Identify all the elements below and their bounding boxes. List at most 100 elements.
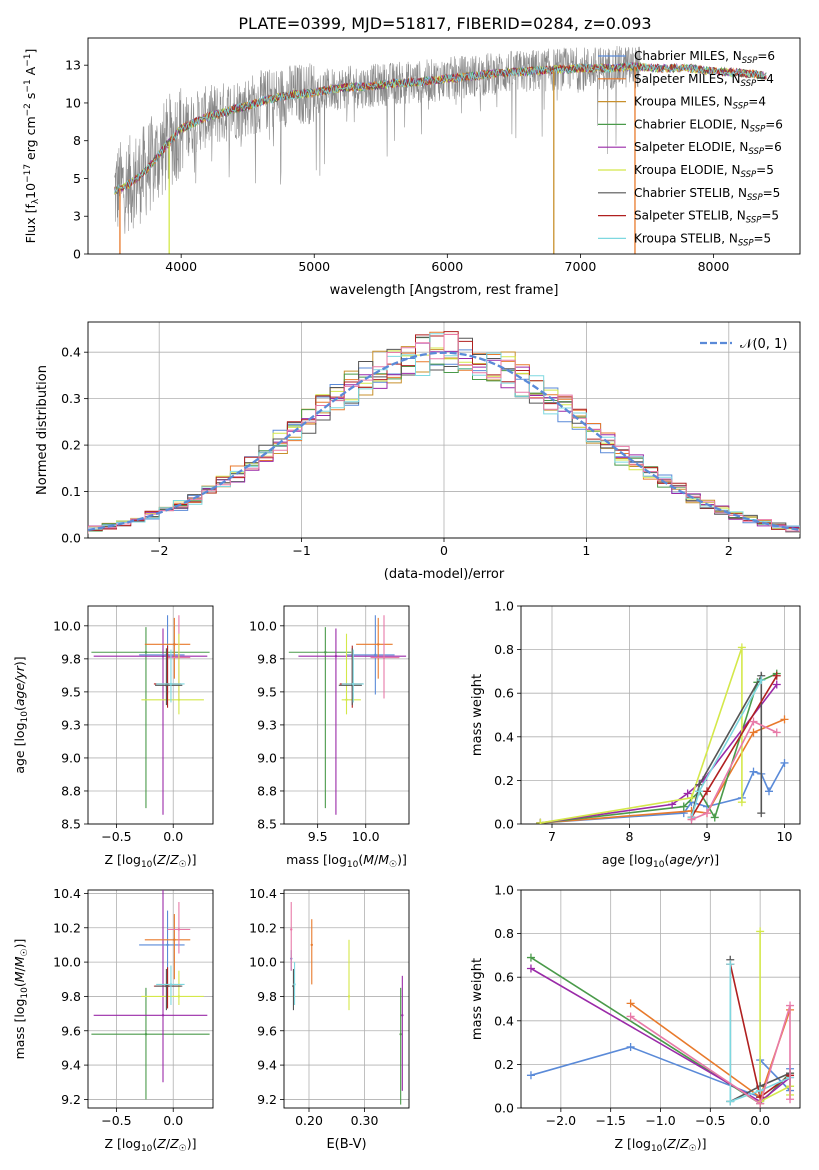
axis-label-part: )] [697, 1136, 707, 1151]
weight-marker [786, 1095, 795, 1104]
y-tick-label: 10 [65, 95, 81, 110]
data-point [161, 1014, 165, 1017]
weight-marker [772, 728, 781, 737]
axis-label: age [log10(age/yr)] [12, 656, 30, 773]
weight-marker [683, 789, 692, 798]
x-tick-label: −0.5 [101, 1113, 131, 1128]
axis-label-part: Z [log [104, 1136, 140, 1151]
x-tick-label: −2 [150, 543, 168, 558]
plot-frame [520, 889, 801, 1109]
legend-entry: Chabrier ELODIE, NSSP=6 [634, 117, 783, 134]
y-tick-label: 9.8 [61, 651, 81, 666]
axis-label-part: age/yr [669, 852, 710, 867]
y-tick-label: 13 [65, 58, 81, 73]
data-point [173, 938, 176, 941]
legend-entry: Salpeter MILES, NSSP=4 [634, 72, 774, 89]
axis-label-part: 10 [141, 1144, 153, 1154]
x-tick-label: 6000 [431, 259, 463, 274]
weight-marker [780, 715, 789, 724]
axis-label-part: ( [152, 1136, 157, 1151]
weight-marker [526, 953, 535, 962]
data-point [345, 698, 348, 702]
x-tick-label: −1.5 [595, 1113, 625, 1128]
y-tick-label: 0.2 [494, 773, 514, 788]
y-tick-label: 10.0 [249, 955, 277, 970]
axis-label-part: )] [397, 852, 407, 867]
axis-label-part: )] [187, 1136, 197, 1151]
model-spectrum [114, 61, 767, 194]
y-tick-label: 0.8 [494, 642, 514, 657]
weight-marker [757, 676, 766, 685]
y-tick-label: 9.0 [257, 750, 277, 765]
axis-label-part: / [676, 1136, 681, 1151]
plot-frame [87, 605, 214, 825]
y-tick-label: 0 [73, 247, 81, 262]
weight-line [691, 720, 778, 821]
y-tick-label: 8 [73, 133, 81, 148]
errorbar-plot-area [91, 615, 210, 815]
axis-label-part: A [23, 66, 38, 79]
axis-label: Z [log10(Z/Z☉)] [104, 852, 196, 870]
weight-marker [749, 767, 758, 776]
weight-marker [756, 1099, 765, 1108]
axis-label-part: )] [187, 852, 197, 867]
axis-label: age [log10(age/yr)] [602, 852, 719, 870]
legend-entry: Kroupa STELIB, NSSP=5 [634, 231, 771, 248]
legend-entry: Chabrier STELIB, NSSP=5 [634, 186, 780, 203]
y-tick-label: 0.4 [494, 1013, 514, 1028]
weight-marker [756, 1086, 765, 1095]
axis-label-part: λ [31, 198, 41, 204]
y-tick-label: 9.0 [61, 750, 81, 765]
axis-label-part: )] [12, 939, 27, 949]
weight-marker [526, 1071, 535, 1080]
axis-label-part: )] [709, 852, 719, 867]
data-point [177, 995, 181, 998]
data-point [382, 656, 386, 659]
axis-label-part: age [log [12, 722, 27, 773]
y-tick-label: 10.0 [53, 955, 81, 970]
y-tick-label: 9.8 [61, 989, 81, 1004]
x-tick-label: 0.20 [295, 1113, 323, 1128]
weight-line [690, 675, 778, 818]
errorbar-plot-area [288, 615, 407, 815]
axis-label-part: M [363, 852, 374, 867]
x-tick-label: 9.5 [308, 829, 328, 844]
axis-label: mass [log10(M/M☉)] [12, 939, 30, 1060]
y-tick-label: 9.5 [257, 684, 277, 699]
weight-line [540, 718, 785, 824]
x-tick-label: 9 [703, 829, 711, 844]
y-axis-label: mass weight [470, 958, 485, 1040]
weight-marker [626, 1012, 635, 1021]
axis-label-part: mass [log [12, 999, 27, 1060]
weight-line [540, 647, 743, 824]
y-tick-label: 10.2 [53, 920, 81, 935]
y-tick-label: 9.8 [257, 989, 277, 1004]
weight-marker [726, 1097, 735, 1106]
y-tick-label: 8.5 [257, 817, 277, 832]
plot-frame [283, 889, 410, 1109]
weight-marker [687, 793, 696, 802]
legend-entry: Kroupa MILES, NSSP=4 [634, 95, 766, 112]
data-point [144, 651, 148, 654]
figure-title: PLATE=0399, MJD=51817, FIBERID=0284, z=0… [238, 14, 651, 33]
weight-line [690, 672, 763, 818]
legend-entry: Chabrier MILES, NSSP=6 [634, 49, 775, 66]
data-point [310, 943, 313, 947]
axis-label-part: ☉ [689, 1144, 697, 1154]
y-tick-label: 9.2 [257, 1092, 277, 1107]
data-point [144, 1032, 148, 1036]
weight-marker [626, 999, 635, 1008]
weight-marker [757, 809, 766, 818]
x-tick-label: 2 [725, 543, 733, 558]
weight-marker [786, 1001, 795, 1010]
y-tick-label: 0.0 [494, 817, 514, 832]
y-tick-label: 8.5 [61, 817, 81, 832]
axis-label-part: erg cm [23, 116, 38, 164]
weight-marker [710, 813, 719, 822]
axes-age_vs_mass: 9.5 10.0 8.5 8.8 9.0 9.3 9.5 9.8 10.0 [249, 605, 410, 844]
axis-label-part: age/yr [12, 665, 27, 706]
axes-mass_vs_ebv: 0.20 0.30 9.2 9.4 9.6 9.8 10.0 10.2 10.4 [249, 886, 410, 1128]
axis-label-part: / [374, 852, 379, 867]
plot-frame [87, 37, 801, 255]
axes-weight_vs_age: 7 8 9 10 0.0 0.2 0.4 0.6 0.8 1.0 [494, 599, 801, 844]
